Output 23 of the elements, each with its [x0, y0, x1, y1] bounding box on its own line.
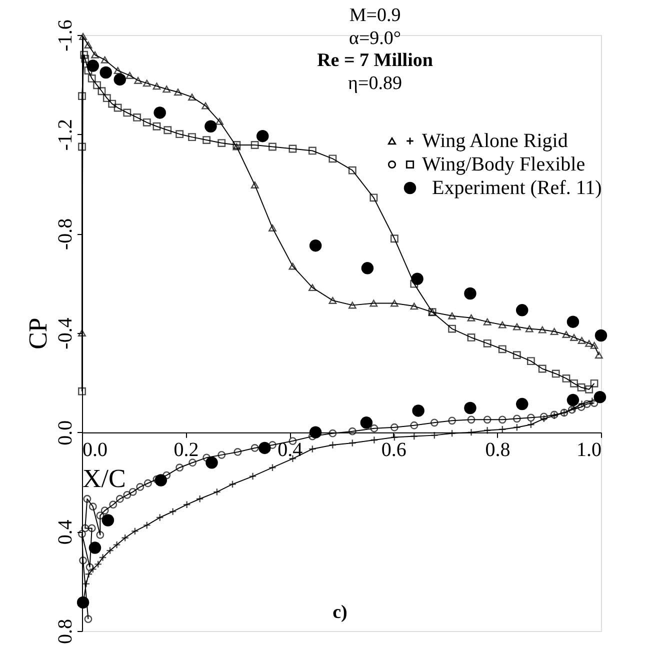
x-tick-label: 0.6: [381, 438, 406, 461]
x-tick-label: 0.4: [278, 438, 303, 461]
x-axis-title: X/C: [82, 464, 126, 493]
y-axis-title: CP: [24, 318, 52, 350]
y-tick-label: -0.4: [54, 318, 76, 350]
legend-label: Experiment (Ref. 11): [432, 177, 602, 199]
legend-label: Wing Alone Rigid: [422, 130, 568, 152]
annotation: c): [332, 602, 348, 623]
x-tick-label: 1.0: [576, 438, 602, 461]
x-tick-label: 0.2: [174, 438, 199, 461]
annotation: α=9.0°: [348, 28, 402, 49]
y-tick-label: 0.0: [54, 420, 76, 446]
y-tick-label: -1.2: [54, 118, 76, 151]
text: M=0.9: [349, 5, 401, 26]
x-tick-label: 0.8: [485, 438, 510, 461]
x-tick-label: 0.0: [82, 438, 108, 461]
legend-label: Wing/Body Flexible: [422, 154, 586, 176]
y-tick-label: -0.8: [54, 218, 76, 250]
annotation: Re = 7 Million: [317, 50, 434, 71]
annotation: η=0.89: [348, 73, 402, 94]
y-tick-label: 0.8: [54, 619, 76, 644]
y-tick-label: -1.6: [54, 20, 76, 52]
y-tick-label: 0.4: [54, 520, 76, 545]
